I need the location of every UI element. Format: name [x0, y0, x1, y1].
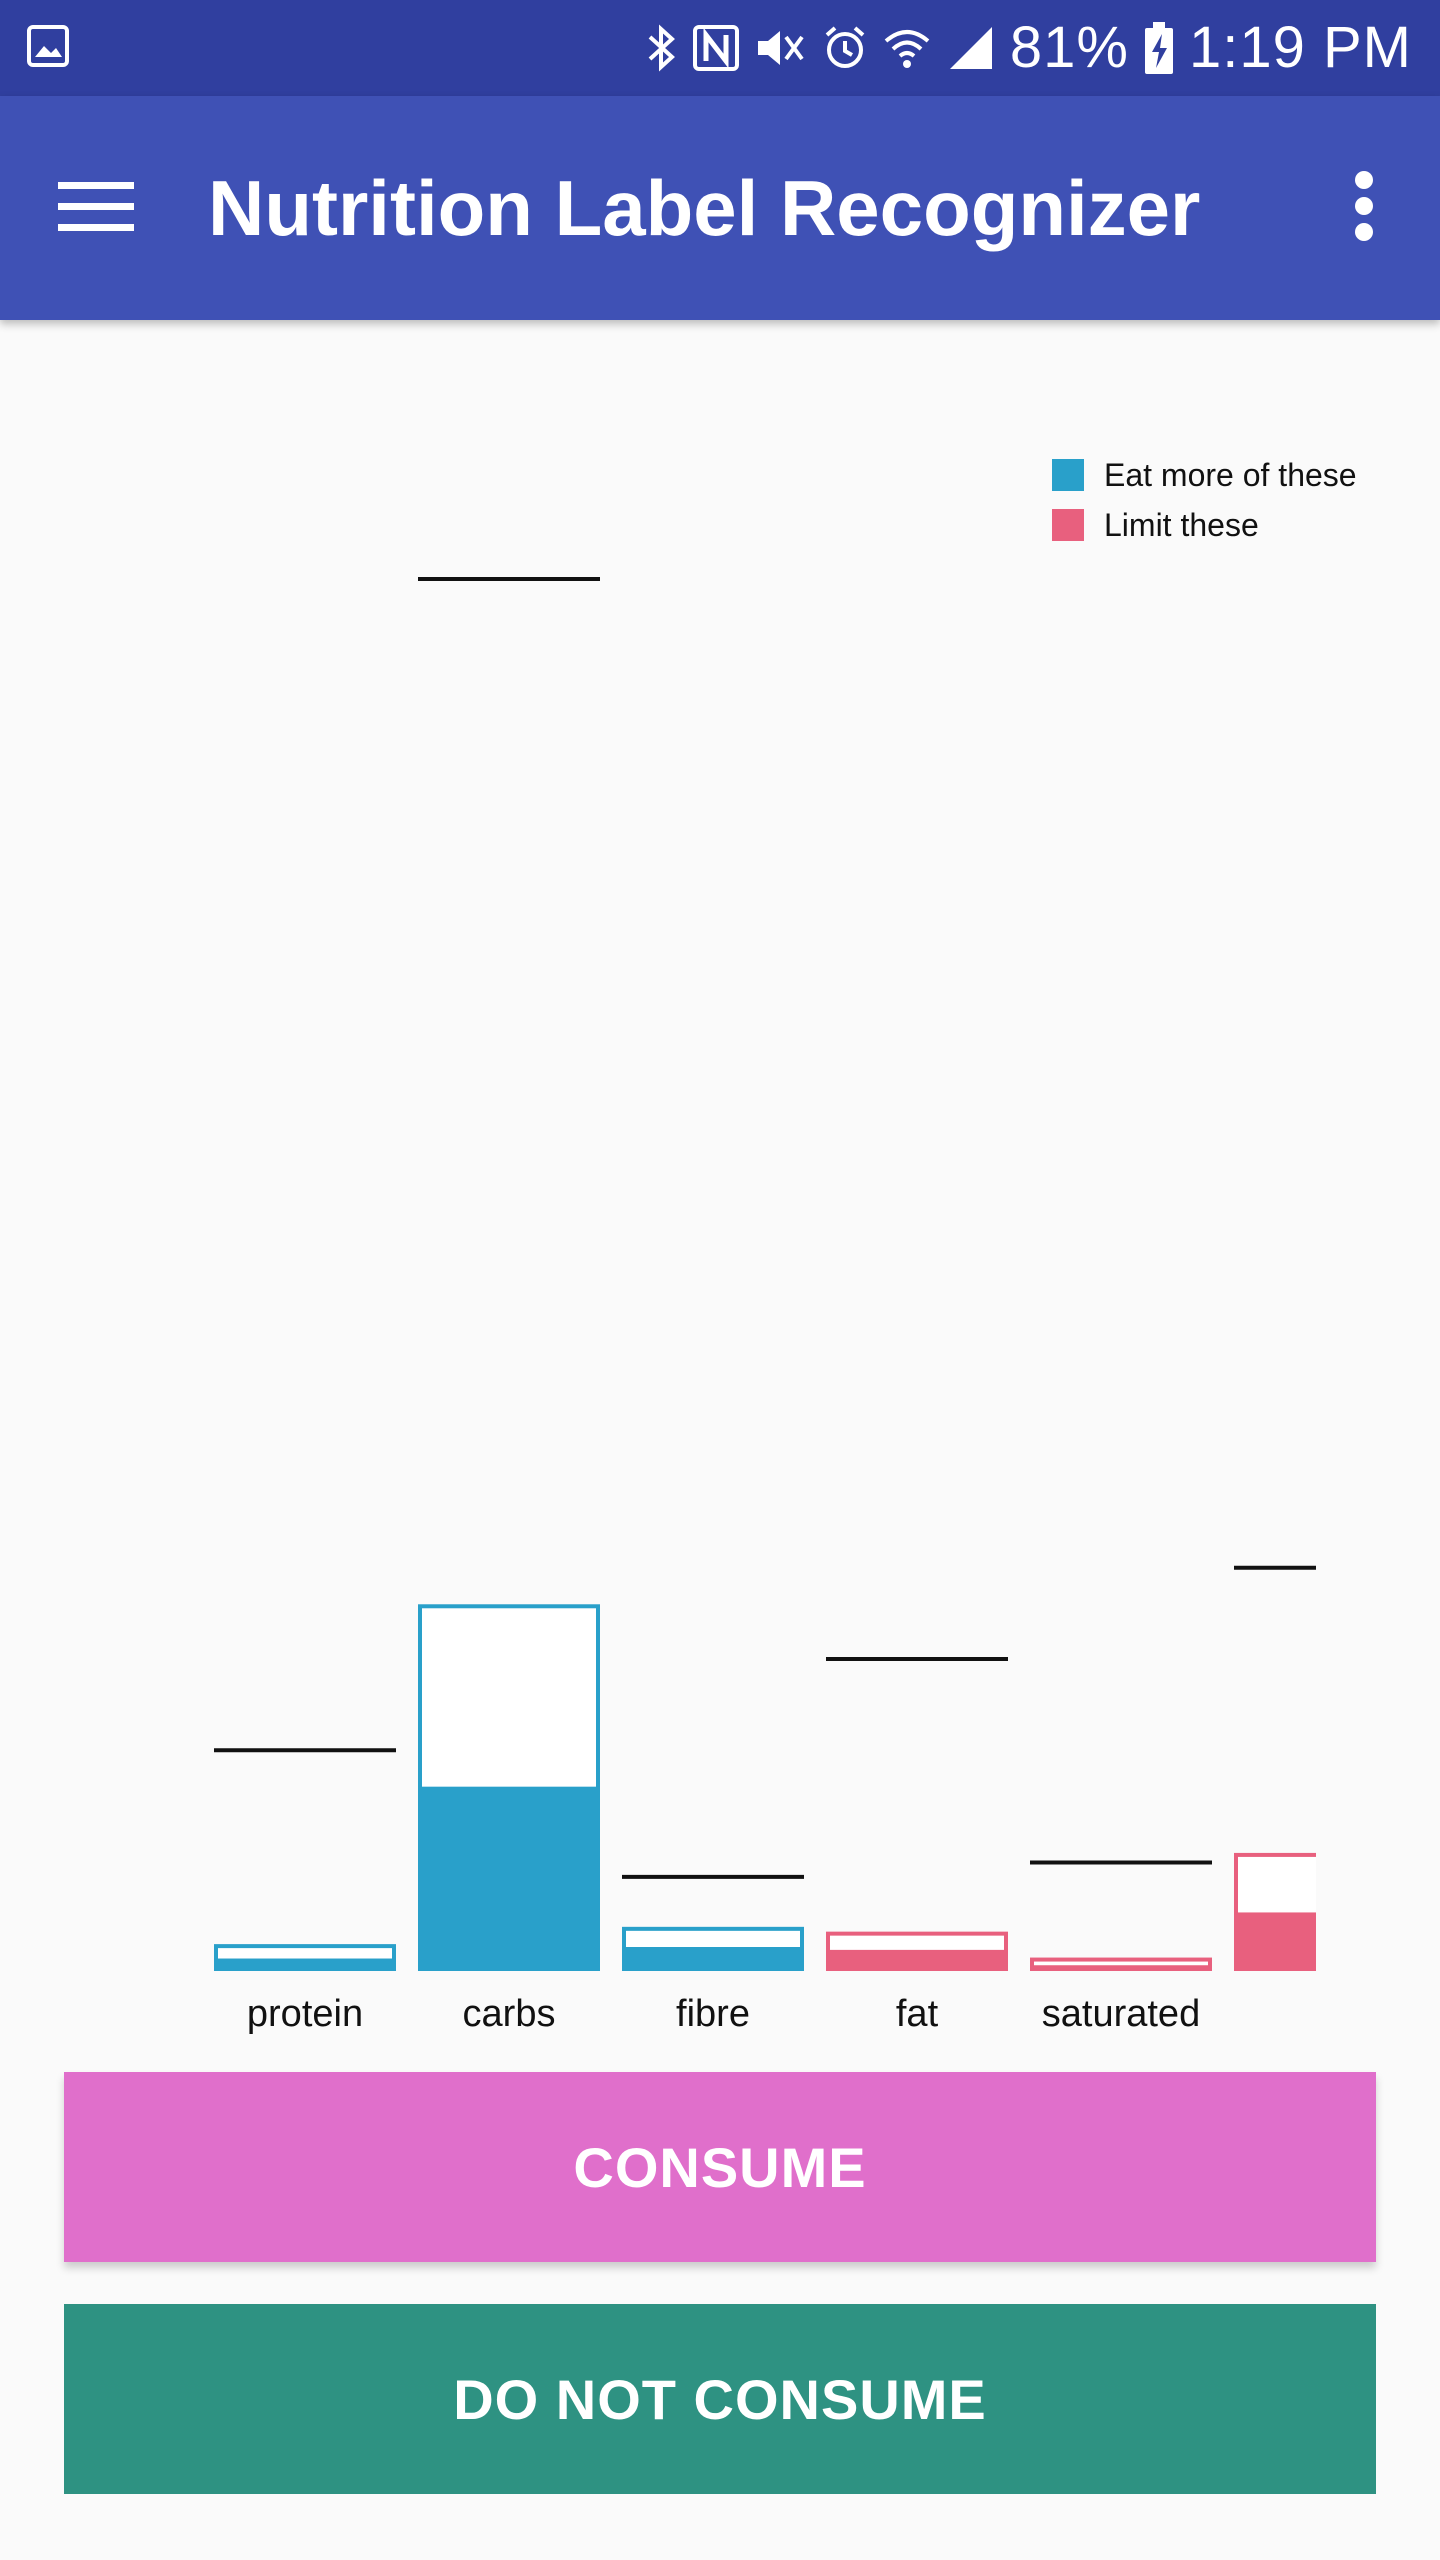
signal-icon	[946, 23, 996, 73]
app-title: Nutrition Label Recognizer	[208, 164, 1201, 252]
image-icon	[26, 24, 70, 68]
chart-legend: Eat more of these Limit these	[1052, 450, 1357, 550]
legend-item-more: Eat more of these	[1052, 450, 1357, 500]
mute-icon	[754, 23, 808, 73]
legend-swatch-more	[1052, 459, 1084, 491]
chart-svg: protein carbs fibre fat saturated	[214, 577, 1316, 2035]
consume-button[interactable]: CONSUME	[64, 2072, 1376, 2262]
bluetooth-icon	[644, 23, 678, 73]
nfc-icon	[692, 23, 740, 73]
legend-item-limit: Limit these	[1052, 500, 1357, 550]
app-bar: Nutrition Label Recognizer	[0, 96, 1440, 320]
tick-label-carbs: carbs	[463, 1993, 556, 2035]
legend-swatch-limit	[1052, 509, 1084, 541]
bar-fill-carbs	[418, 1786, 600, 1971]
nutrition-chart: protein carbs fibre fat saturated Eat more o…	[0, 320, 1440, 2040]
clock: 1:19 PM	[1189, 15, 1412, 80]
bar-fill-saturated	[1030, 1965, 1212, 1971]
tick-label-fibre: fibre	[676, 1993, 750, 2035]
tick-label-saturated: saturated	[1042, 1993, 1200, 2035]
plot-area	[214, 577, 1316, 1972]
battery-charging-icon	[1143, 20, 1175, 76]
tick-label-protein: protein	[247, 1993, 363, 2035]
legend-label-more: Eat more of these	[1104, 456, 1357, 493]
wifi-icon	[882, 23, 932, 73]
hamburger-menu-icon[interactable]	[48, 158, 144, 254]
alarm-icon	[822, 23, 868, 73]
more-vert-icon[interactable]	[1332, 158, 1396, 254]
bar-fill-bar-6	[1234, 1912, 1316, 1971]
tick-label-fat: fat	[896, 1993, 939, 2035]
bar-fill-protein	[214, 1958, 396, 1971]
status-bar: 81% 1:19 PM	[0, 0, 1440, 96]
do-not-consume-button[interactable]: DO NOT CONSUME	[64, 2304, 1376, 2494]
status-icons: 81% 1:19 PM	[644, 0, 1412, 96]
bar-fill-fat	[826, 1949, 1008, 1971]
battery-percent: 81%	[1009, 15, 1129, 80]
bar-fill-fibre	[622, 1947, 804, 1971]
legend-label-limit: Limit these	[1104, 506, 1259, 543]
